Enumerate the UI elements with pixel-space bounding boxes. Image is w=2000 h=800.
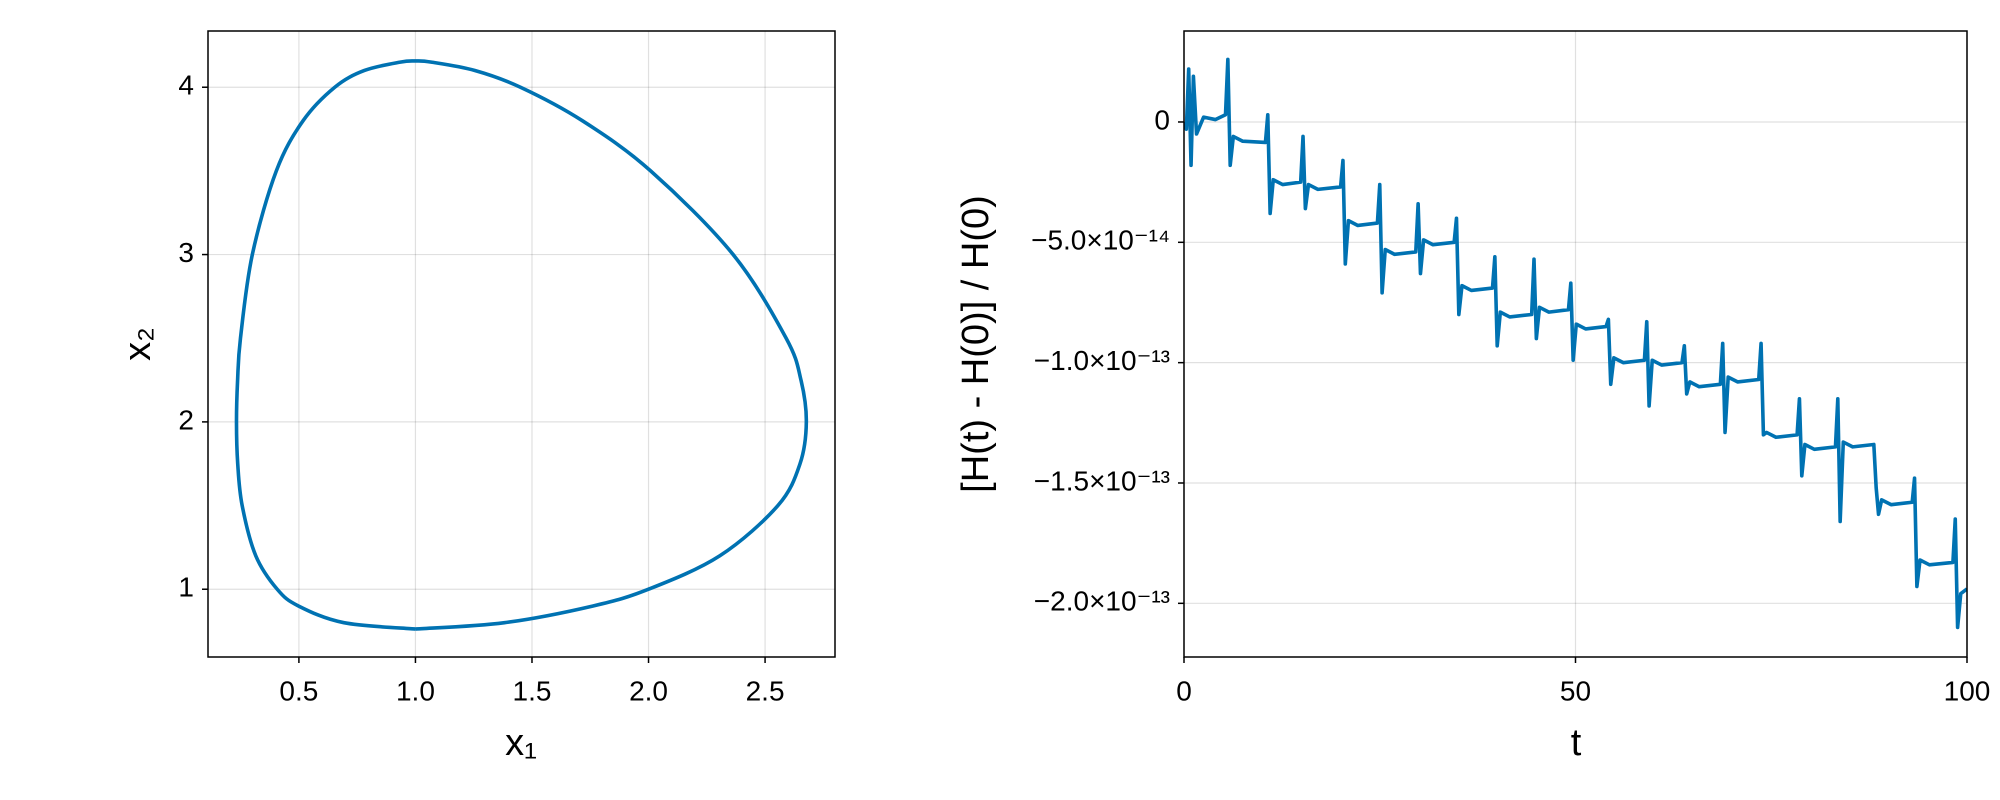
x-tick-label: 2.5 <box>746 675 785 706</box>
data-line <box>234 59 809 631</box>
frame <box>207 30 836 658</box>
x-tick-label: 1.0 <box>396 675 435 706</box>
y-tick-label: −1.0×10⁻¹³ <box>1034 345 1170 376</box>
y-tick-label: −2.0×10⁻¹³ <box>1034 586 1170 617</box>
x-axis-label: t <box>1571 722 1582 764</box>
chart: 0.5 1.0 1.5 2.0 2.5 1 2 3 4 x₁ x₂ <box>117 30 836 764</box>
x-tick-label: 50 <box>1560 675 1591 706</box>
y-tick-label: −5.0×10⁻¹⁴ <box>1031 225 1170 256</box>
y-tick-label: 3 <box>178 237 194 268</box>
y-tick-label: −1.5×10⁻¹³ <box>1034 465 1170 496</box>
chart: 0 50 100 0 −5.0×10⁻¹⁴ −1.0×10⁻¹³ −1.5×10⁻¹³ −2.… <box>955 30 1991 764</box>
x-axis-label: x₁ <box>505 722 537 764</box>
data-line <box>1184 57 1967 630</box>
y-axis-label: x₂ <box>117 327 159 361</box>
plot-area <box>234 59 809 631</box>
x-tick-label: 1.5 <box>513 675 552 706</box>
x-tick-label: 2.0 <box>629 675 668 706</box>
frame <box>1183 30 1968 658</box>
x-tick-label: 0 <box>1176 675 1192 706</box>
y-axis-label: [H(t) - H(0)] / H(0) <box>955 195 997 493</box>
y-tick-label: 4 <box>178 70 194 101</box>
y-tick-label: 0 <box>1154 104 1170 135</box>
y-tick-label: 2 <box>178 404 194 435</box>
y-tick-label: 1 <box>178 572 194 603</box>
x-tick-label: 0.5 <box>279 675 318 706</box>
plot-area <box>1184 57 1967 630</box>
x-tick-label: 100 <box>1944 675 1991 706</box>
